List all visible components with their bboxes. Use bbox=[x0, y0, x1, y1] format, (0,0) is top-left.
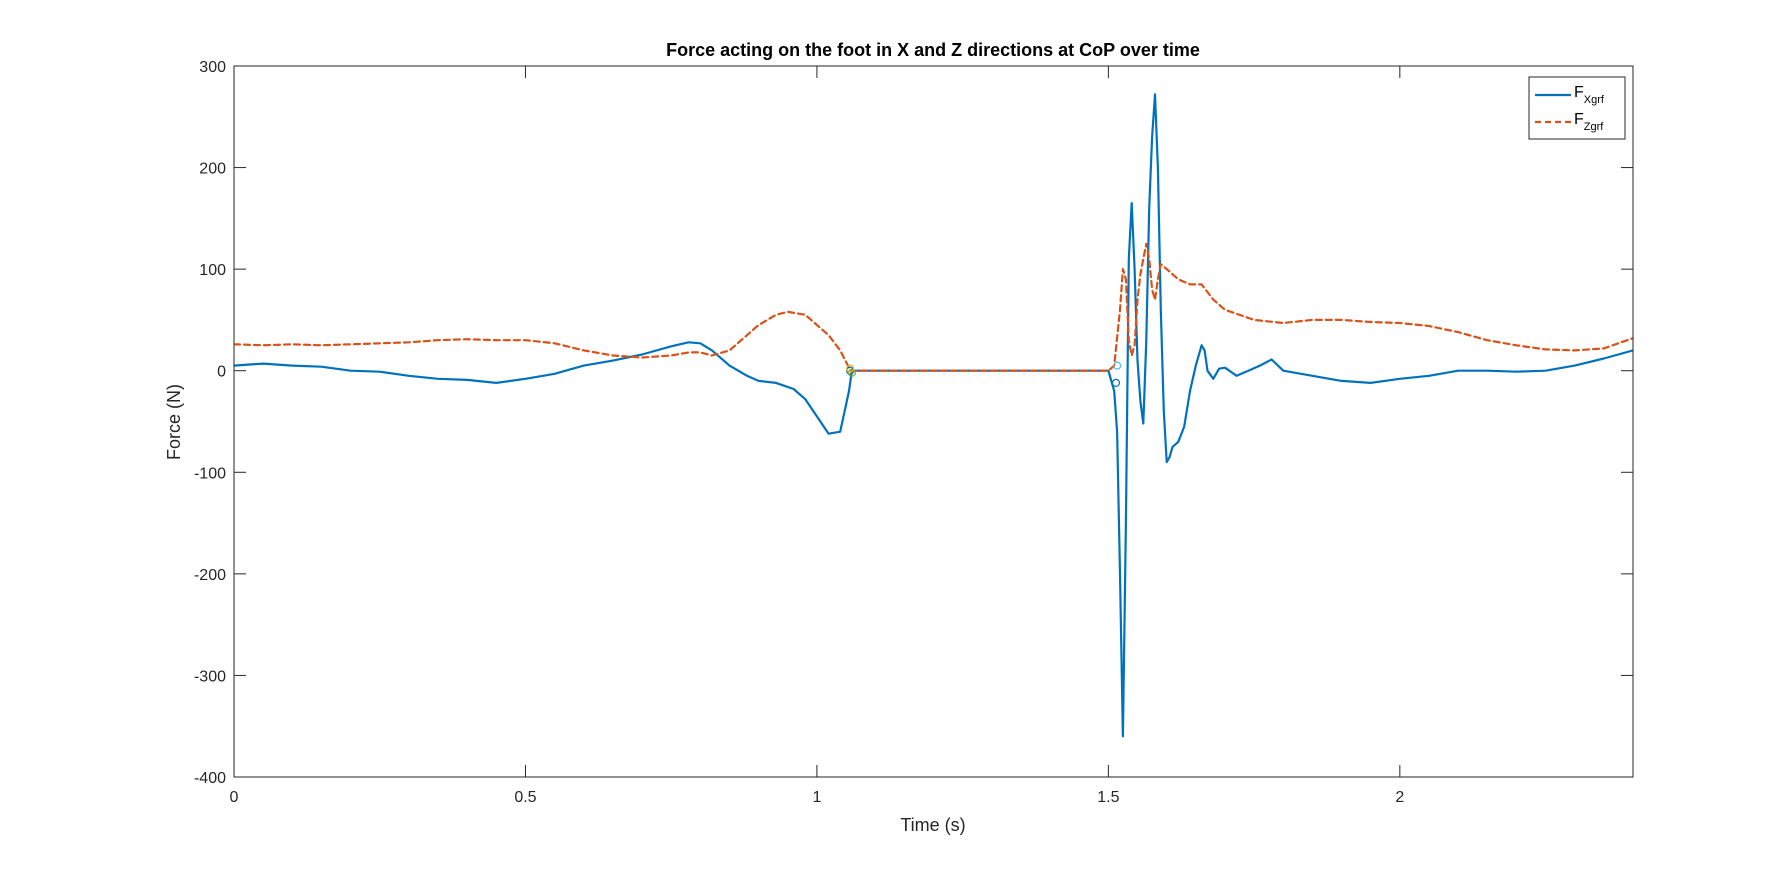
x-axis-label: Time (s) bbox=[900, 815, 965, 835]
x-tick-label: 1.5 bbox=[1097, 789, 1119, 806]
y-tick-label: 100 bbox=[199, 262, 226, 279]
y-tick-label: -100 bbox=[194, 465, 226, 482]
plot-frame bbox=[233, 65, 1634, 778]
x-tick-label: 1 bbox=[812, 789, 821, 806]
y-tick-label: -300 bbox=[194, 668, 226, 685]
y-tick-label: 200 bbox=[199, 161, 226, 178]
plot-area bbox=[234, 93, 1633, 738]
y-axis-label: Force (N) bbox=[164, 384, 184, 460]
series-line-zgrf bbox=[234, 242, 1633, 372]
series-line-xgrf bbox=[234, 93, 1633, 738]
y-tick-label: -400 bbox=[194, 770, 226, 787]
legend-entry: FXgrf bbox=[1574, 84, 1605, 106]
y-tick-label: -200 bbox=[194, 567, 226, 584]
legend-box bbox=[1528, 76, 1626, 140]
event-marker bbox=[1113, 361, 1122, 370]
chart-title: Force acting on the foot in X and Z dire… bbox=[666, 40, 1200, 60]
x-tick-label: 2 bbox=[1395, 789, 1404, 806]
x-tick-label: 0 bbox=[230, 789, 239, 806]
event-marker bbox=[847, 368, 856, 377]
event-marker bbox=[846, 364, 855, 373]
event-marker bbox=[1111, 378, 1121, 388]
y-tick-label: 0 bbox=[217, 364, 226, 381]
y-tick-label: 300 bbox=[199, 59, 226, 76]
axis-ticks: 0 0.5 1 1.5 2 -400 -300 -200 -100 0 100 200 300 bbox=[194, 59, 1633, 806]
legend-entry: FZgrf bbox=[1574, 111, 1604, 133]
x-tick-label: 0.5 bbox=[514, 789, 536, 806]
legend: FXgrf FZgrf bbox=[1528, 76, 1626, 140]
